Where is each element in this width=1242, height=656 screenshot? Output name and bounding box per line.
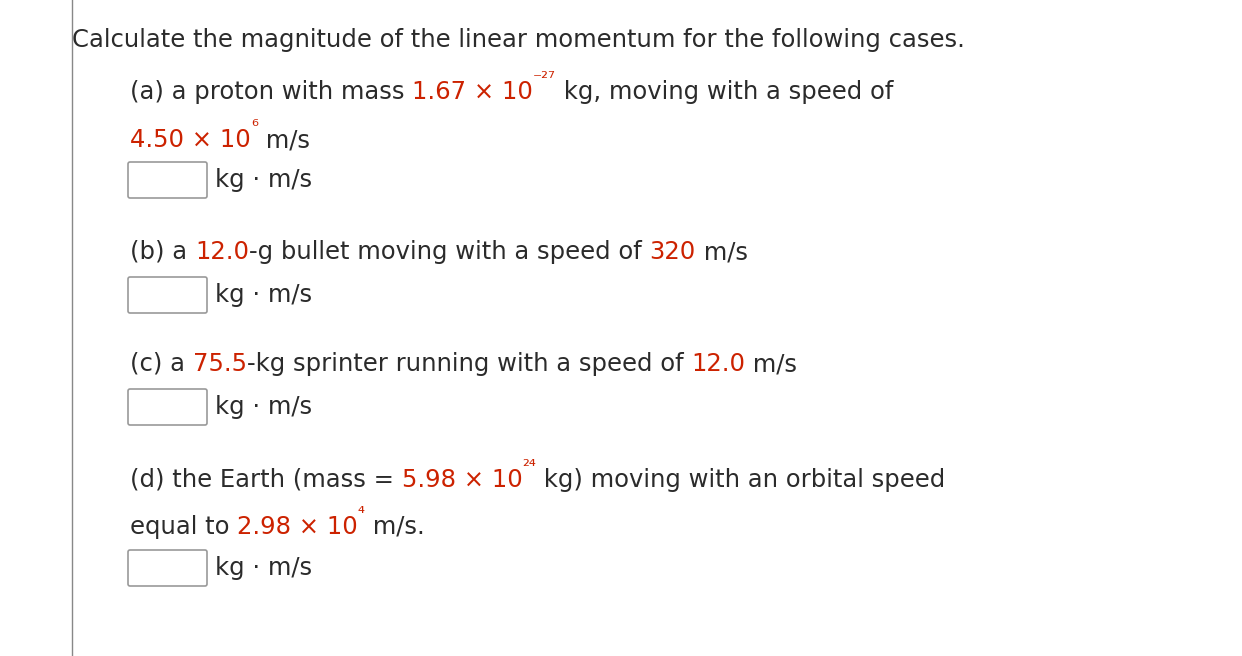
Text: -kg sprinter running with a speed of: -kg sprinter running with a speed of [247,352,691,376]
Text: 1.67 × 10: 1.67 × 10 [412,80,533,104]
Text: ²⁴: ²⁴ [523,458,537,476]
Text: (d) the Earth (mass =: (d) the Earth (mass = [130,468,401,492]
Text: 320: 320 [650,240,696,264]
Text: 75.5: 75.5 [193,352,247,376]
Text: 5.98 × 10: 5.98 × 10 [401,468,523,492]
Text: ⁻²⁷: ⁻²⁷ [533,70,556,88]
Text: (a) a proton with mass: (a) a proton with mass [130,80,412,104]
Text: m/s: m/s [696,240,748,264]
Text: kg · m/s: kg · m/s [215,168,312,192]
FancyBboxPatch shape [128,277,207,313]
Text: -g bullet moving with a speed of: -g bullet moving with a speed of [248,240,650,264]
FancyBboxPatch shape [128,389,207,425]
FancyBboxPatch shape [128,162,207,198]
FancyBboxPatch shape [128,550,207,586]
Text: kg, moving with a speed of: kg, moving with a speed of [556,80,893,104]
Text: 4.50 × 10: 4.50 × 10 [130,128,251,152]
Text: kg · m/s: kg · m/s [215,283,312,307]
Text: m/s: m/s [257,128,309,152]
Text: 12.0: 12.0 [691,352,745,376]
Text: kg · m/s: kg · m/s [215,395,312,419]
Text: 2.98 × 10: 2.98 × 10 [237,515,358,539]
Text: kg) moving with an orbital speed: kg) moving with an orbital speed [537,468,945,492]
Text: ⁶: ⁶ [251,118,257,136]
Text: m/s.: m/s. [365,515,425,539]
Text: m/s: m/s [745,352,797,376]
Text: Calculate the magnitude of the linear momentum for the following cases.: Calculate the magnitude of the linear mo… [72,28,965,52]
Text: 12.0: 12.0 [195,240,248,264]
Text: (c) a: (c) a [130,352,193,376]
Text: (b) a: (b) a [130,240,195,264]
Text: equal to: equal to [130,515,237,539]
Text: kg · m/s: kg · m/s [215,556,312,580]
Text: ⁴: ⁴ [358,505,365,523]
